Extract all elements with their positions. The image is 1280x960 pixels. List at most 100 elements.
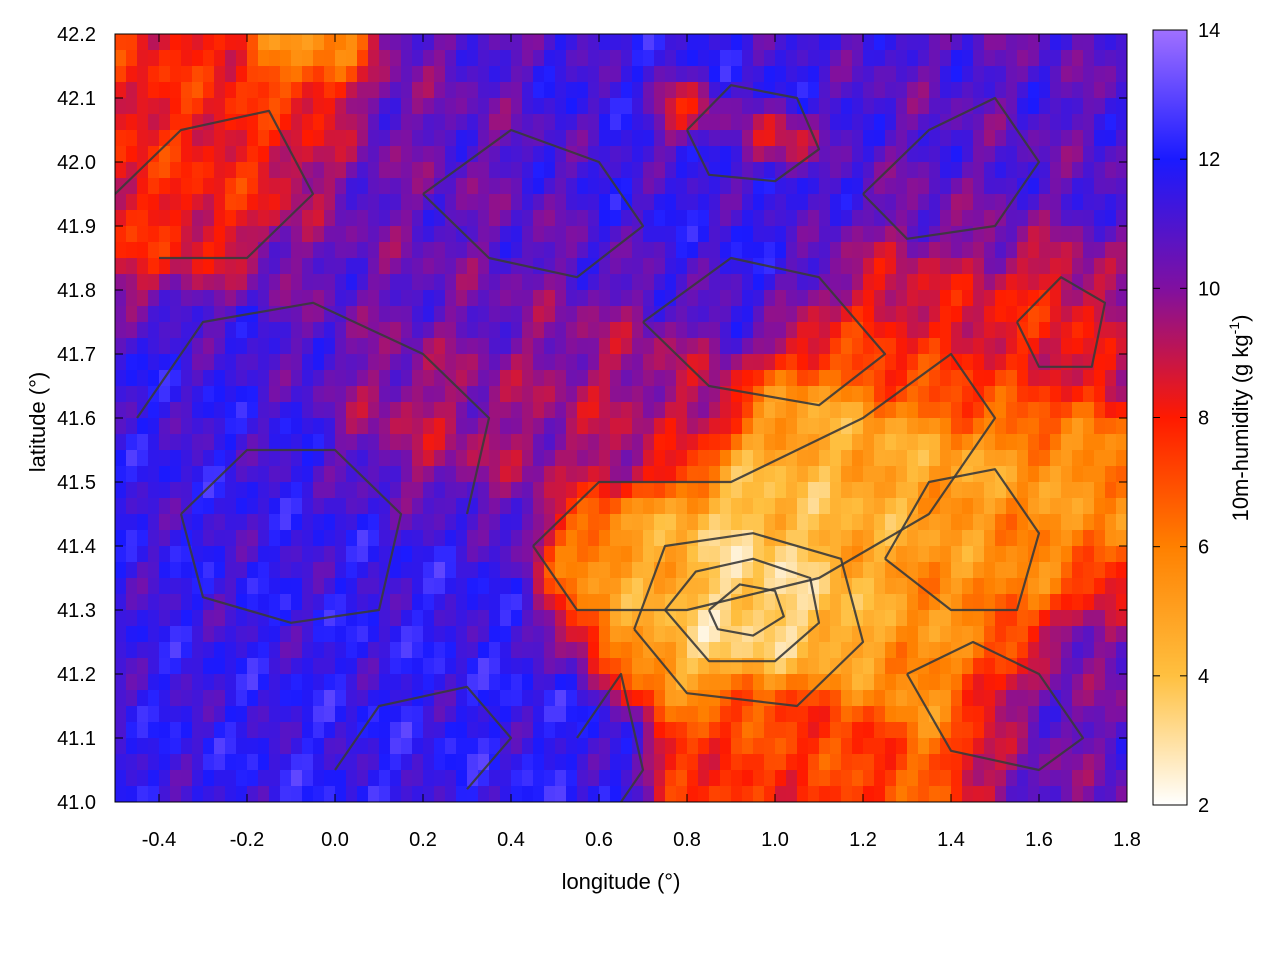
field-cell [1083,370,1095,387]
field-cell [665,722,677,739]
field-cell [775,674,787,691]
field-cell [665,98,677,115]
field-cell [478,386,490,403]
field-cell [148,370,160,387]
field-cell [126,626,138,643]
field-cell [390,722,402,739]
field-cell [797,258,809,275]
field-cell [566,450,578,467]
field-cell [995,578,1007,595]
field-cell [709,146,721,163]
field-cell [489,34,501,51]
field-cell [379,482,391,499]
field-cell [918,226,930,243]
field-cell [841,642,853,659]
field-cell [984,114,996,131]
field-cell [643,98,655,115]
field-cell [467,322,479,339]
field-cell [170,658,182,675]
field-cell [962,354,974,371]
field-cell [1072,562,1084,579]
field-cell [1094,290,1106,307]
field-cell [940,610,952,627]
field-cell [896,418,908,435]
field-cell [302,690,314,707]
field-cell [665,306,677,323]
field-cell [181,434,193,451]
field-cell [665,50,677,67]
field-cell [236,258,248,275]
field-cell [1083,722,1095,739]
field-cell [137,594,149,611]
field-cell [1050,770,1062,787]
field-cell [357,674,369,691]
field-cell [1094,226,1106,243]
field-cell [786,530,798,547]
field-cell [280,354,292,371]
field-cell [489,354,501,371]
field-cell [676,546,688,563]
field-cell [247,242,259,259]
field-cell [742,642,754,659]
field-cell [1039,226,1051,243]
field-cell [533,66,545,83]
field-cell [324,178,336,195]
field-cell [192,226,204,243]
field-cell [775,658,787,675]
field-cell [940,130,952,147]
field-cell [863,562,875,579]
field-cell [852,498,864,515]
field-cell [1006,722,1018,739]
field-cell [291,34,303,51]
field-cell [841,674,853,691]
field-cell [643,514,655,531]
field-cell [456,514,468,531]
field-cell [676,610,688,627]
field-cell [192,98,204,115]
field-cell [1094,402,1106,419]
field-cell [621,658,633,675]
field-cell [665,770,677,787]
field-cell [731,370,743,387]
field-cell [1039,562,1051,579]
field-cell [357,642,369,659]
field-cell [214,418,226,435]
field-cell [192,610,204,627]
field-cell [280,450,292,467]
field-cell [929,290,941,307]
field-cell [588,594,600,611]
field-cell [599,274,611,291]
field-cell [654,34,666,51]
field-cell [896,434,908,451]
field-cell [720,114,732,131]
field-cell [995,82,1007,99]
field-cell [874,642,886,659]
field-cell [830,626,842,643]
field-cell [269,498,281,515]
field-cell [742,434,754,451]
field-cell [258,466,270,483]
field-cell [896,66,908,83]
field-cell [665,82,677,99]
field-cell [302,706,314,723]
field-cell [445,386,457,403]
field-cell [1072,466,1084,483]
field-cell [731,610,743,627]
field-cell [478,402,490,419]
field-cell [775,146,787,163]
field-cell [731,82,743,99]
field-cell [192,306,204,323]
field-cell [896,274,908,291]
field-cell [951,290,963,307]
field-cell [148,242,160,259]
field-cell [302,594,314,611]
field-cell [929,274,941,291]
field-cell [1105,578,1117,595]
field-cell [335,706,347,723]
field-cell [1050,82,1062,99]
field-cell [852,658,864,675]
field-cell [324,674,336,691]
field-cell [566,482,578,499]
field-cell [434,466,446,483]
field-cell [511,546,523,563]
